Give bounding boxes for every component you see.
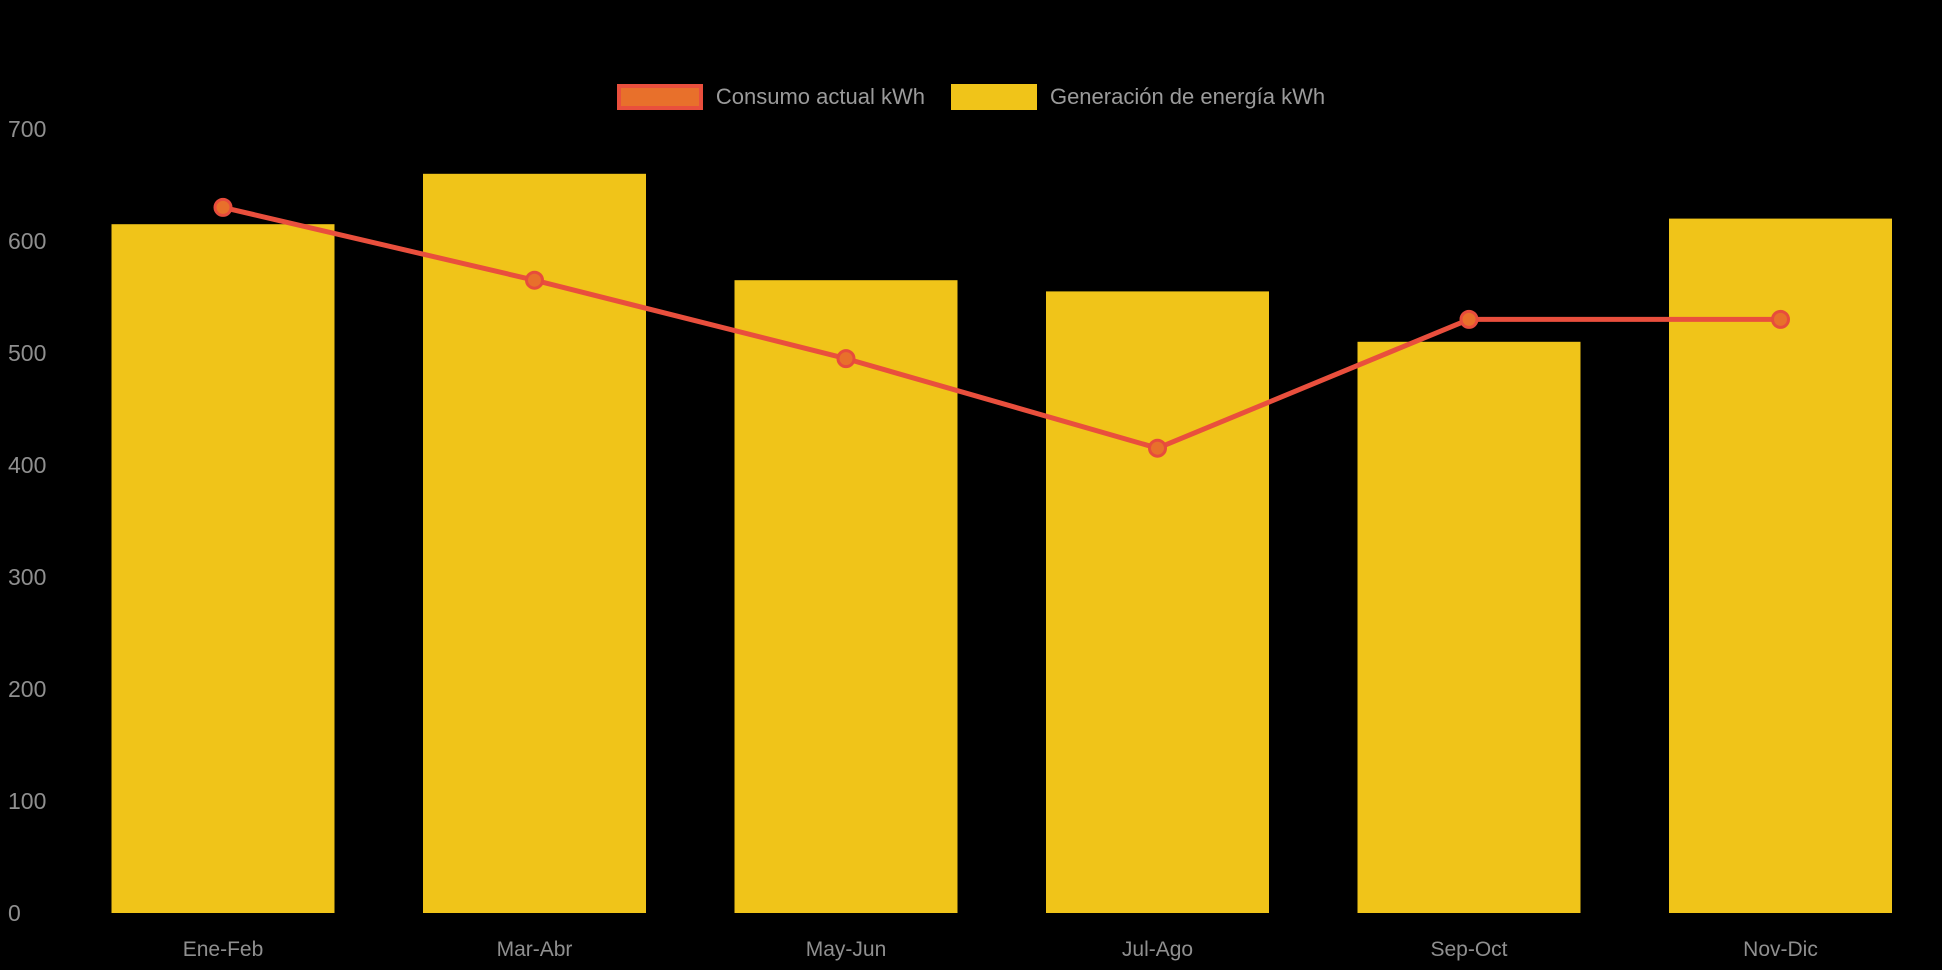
y-axis-tick-label-700: 700 xyxy=(8,116,46,142)
legend-swatch-consumo xyxy=(616,84,703,110)
legend-swatch-generacion xyxy=(950,84,1037,110)
line-consumo xyxy=(220,204,1783,451)
y-axis-tick-label-400: 400 xyxy=(8,452,46,478)
legend-label-generacion: Generación de energía kWh xyxy=(1049,84,1326,109)
y-axis-tick-label-200: 200 xyxy=(8,676,46,702)
point-consumo-Mar-Abr[interactable] xyxy=(525,270,544,290)
y-axis-tick-label-600: 600 xyxy=(8,228,46,254)
bar-generacion-May-Jun[interactable] xyxy=(734,280,958,913)
legend-item-generacion[interactable]: Generación de energía kWh xyxy=(950,84,1326,110)
legend-item-consumo[interactable]: Consumo actual kWh xyxy=(616,84,925,110)
point-consumo-May-Jun[interactable] xyxy=(836,349,856,369)
y-axis-tick-label-300: 300 xyxy=(8,564,46,590)
bar-generacion-Ene-Feb[interactable] xyxy=(111,224,335,913)
x-axis-label-Jul-Ago: Jul-Ago xyxy=(1122,938,1193,961)
x-axis-label-Ene-Feb: Ene-Feb xyxy=(183,938,264,961)
x-axis-label-Mar-Abr: Mar-Abr xyxy=(497,938,573,961)
legend-label-consumo: Consumo actual kWh xyxy=(715,84,925,109)
x-axis-label-Sep-Oct: Sep-Oct xyxy=(1430,938,1507,961)
y-axis-tick-label-500: 500 xyxy=(8,340,46,366)
x-axis-label-May-Jun: May-Jun xyxy=(806,938,887,961)
bar-generacion-Nov-Dic[interactable] xyxy=(1669,218,1892,914)
chart-legend: Consumo actual kWh Generación de energía… xyxy=(0,84,1942,110)
y-axis-tick-label-0: 0 xyxy=(8,900,21,926)
point-consumo-Jul-Ago[interactable] xyxy=(1148,438,1167,458)
point-consumo-Sep-Oct[interactable] xyxy=(1459,309,1479,329)
point-consumo-Ene-Feb[interactable] xyxy=(213,197,233,217)
bar-generacion-Jul-Ago[interactable] xyxy=(1046,291,1269,913)
bar-generacion-Sep-Oct[interactable] xyxy=(1357,341,1581,913)
y-axis-tick-label-100: 100 xyxy=(8,788,46,814)
x-axis-label-Nov-Dic: Nov-Dic xyxy=(1743,938,1818,961)
point-consumo-Nov-Dic[interactable] xyxy=(1771,309,1790,329)
